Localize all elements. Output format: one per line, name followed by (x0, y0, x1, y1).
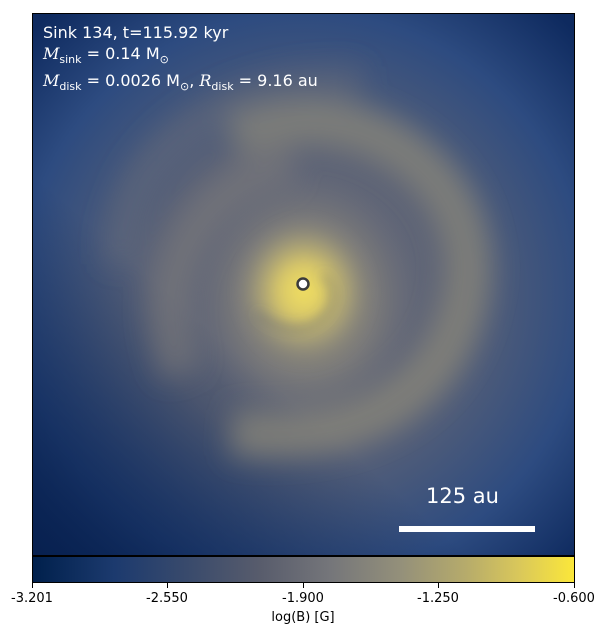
rdisk-value: = 9.16 au (233, 71, 318, 91)
scalebar-label: 125 au (426, 484, 499, 508)
rdisk-symbol: R (199, 71, 212, 91)
msink-value: = 0.14 M (81, 44, 160, 63)
colorbar (32, 556, 575, 583)
title-line: Sink 134, t=115.92 kyr (43, 23, 229, 42)
colorbar-tick-label: -2.550 (146, 591, 188, 606)
mdisk-sun: ⊙ (179, 80, 190, 94)
panel-annotation: Sink 134, t=115.92 kyr Msink = 0.14 M⊙ M… (43, 22, 318, 97)
colorbar-label: log(B) [G] (271, 610, 335, 625)
magnetic-field-map-panel: Sink 134, t=115.92 kyr Msink = 0.14 M⊙ M… (32, 13, 575, 556)
msink-sub: sink (59, 53, 82, 67)
colorbar-tick (574, 583, 575, 588)
colorbar-tick (438, 583, 439, 588)
msink-symbol: M (43, 44, 60, 63)
mdisk-line: Mdisk = 0.0026 M⊙, Rdisk = 9.16 au (43, 70, 318, 97)
colorbar-tick-label: -0.600 (553, 591, 595, 606)
msink-line: Msink = 0.14 M⊙ (43, 43, 318, 70)
colorbar-tick (32, 583, 33, 588)
magnetic-field-map (33, 14, 574, 555)
mdisk-value: = 0.0026 M (81, 71, 180, 91)
mdisk-sub: disk (59, 80, 82, 94)
colorbar-tick-label: -3.201 (11, 591, 53, 606)
bright-core (234, 216, 374, 366)
spiral-arms (105, 65, 492, 458)
colorbar-tick (167, 583, 168, 588)
colorbar-tick (303, 583, 304, 588)
sink-particle-marker (296, 277, 310, 291)
mdisk-symbol: M (43, 71, 60, 91)
rdisk-sub: disk (211, 80, 234, 94)
colorbar-tick-label: -1.250 (417, 591, 459, 606)
colorbar-tick-label: -1.900 (282, 591, 324, 606)
mdisk-sep: , (189, 71, 200, 91)
dark-filament (255, 273, 335, 331)
msink-sun: ⊙ (159, 53, 169, 67)
scalebar (399, 526, 535, 532)
